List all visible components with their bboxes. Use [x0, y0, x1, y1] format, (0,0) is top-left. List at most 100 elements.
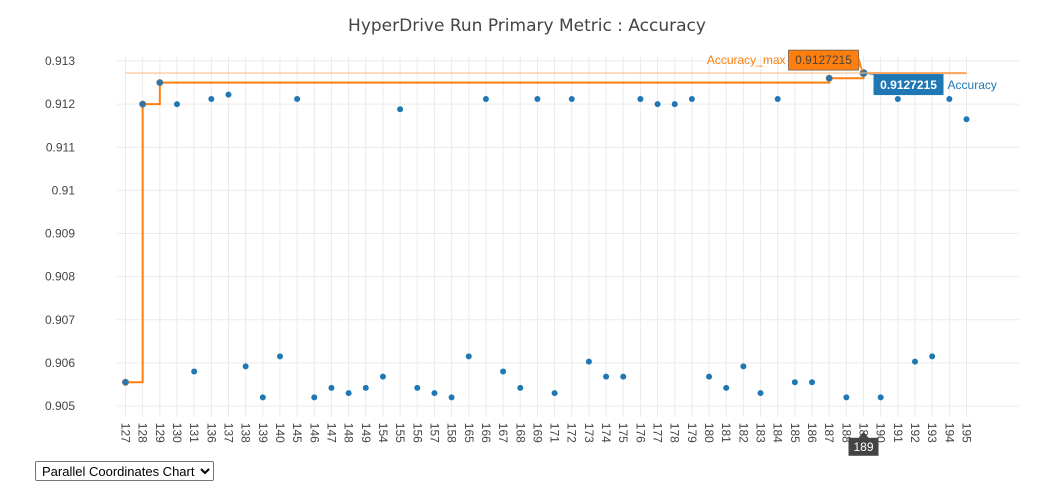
- x-tick-label: 179: [685, 423, 699, 443]
- accuracy-point[interactable]: [654, 101, 661, 108]
- y-tick-label: 0.913: [45, 54, 75, 68]
- accuracy-point[interactable]: [809, 379, 816, 386]
- accuracy-point[interactable]: [894, 95, 901, 102]
- x-tick-label: 165: [462, 423, 476, 443]
- chart-view-select[interactable]: Parallel Coordinates Chart: [35, 461, 214, 481]
- x-tick-label: 182: [736, 423, 750, 443]
- accuracy-max-line: [125, 72, 967, 384]
- accuracy-point[interactable]: [311, 394, 318, 401]
- accuracy-point[interactable]: [482, 95, 489, 102]
- accuracy-point[interactable]: [534, 95, 541, 102]
- x-tick-label: 154: [376, 423, 390, 443]
- hover-acc-name: Accuracy: [948, 78, 997, 92]
- y-tick-label: 0.911: [46, 140, 75, 154]
- accuracy-point[interactable]: [431, 390, 438, 397]
- accuracy-point[interactable]: [740, 363, 747, 370]
- accuracy-point[interactable]: [225, 91, 232, 98]
- accuracy-point[interactable]: [276, 353, 283, 360]
- accuracy-point[interactable]: [328, 384, 335, 391]
- accuracy-point[interactable]: [362, 384, 369, 391]
- x-tick-label: 180: [702, 423, 716, 443]
- x-tick-label: 139: [256, 423, 270, 443]
- accuracy-point[interactable]: [173, 101, 180, 108]
- x-tick-label: 171: [548, 423, 562, 443]
- x-tick-label: 177: [651, 423, 665, 443]
- hover-max-name: Accuracy_max: [707, 53, 786, 67]
- x-tick-label: 158: [445, 423, 459, 443]
- x-tick-label: 129: [153, 423, 167, 443]
- hover-layer: 189 0.9127215 Accuracy_max 0.9127215 Accurac…: [125, 49, 997, 456]
- x-tick-label: 173: [582, 423, 596, 443]
- accuracy-point[interactable]: [156, 79, 164, 87]
- x-tick-label: 156: [410, 423, 424, 443]
- x-tick-label: 128: [136, 423, 150, 443]
- accuracy-point[interactable]: [208, 95, 215, 102]
- hover-x-label-pointer: [858, 431, 869, 438]
- x-tick-label: 172: [565, 423, 579, 443]
- accuracy-point[interactable]: [585, 358, 592, 365]
- x-tick-label: 176: [633, 423, 647, 443]
- accuracy-point[interactable]: [465, 353, 472, 360]
- accuracy-point[interactable]: [551, 390, 558, 397]
- x-tick-label: 155: [393, 423, 407, 443]
- accuracy-point[interactable]: [568, 95, 575, 102]
- accuracy-point[interactable]: [723, 384, 730, 391]
- accuracy-point[interactable]: [637, 95, 644, 102]
- accuracy-point[interactable]: [929, 353, 936, 360]
- accuracy-point[interactable]: [448, 394, 455, 401]
- accuracy-point[interactable]: [877, 394, 884, 401]
- accuracy-point[interactable]: [379, 373, 386, 380]
- accuracy-max-series: [125, 72, 967, 384]
- x-tick-label: 168: [513, 423, 527, 443]
- x-tick-label: 166: [479, 423, 493, 443]
- y-tick-label: 0.91: [52, 183, 76, 197]
- x-tick-label: 137: [221, 423, 235, 443]
- accuracy-series[interactable]: [122, 69, 970, 401]
- x-tick-label: 174: [599, 423, 613, 443]
- x-tick-label: 127: [119, 423, 133, 443]
- accuracy-point[interactable]: [294, 95, 301, 102]
- accuracy-point[interactable]: [963, 116, 970, 123]
- x-tick-label: 193: [925, 423, 939, 443]
- accuracy-point[interactable]: [139, 100, 147, 108]
- accuracy-point[interactable]: [791, 379, 798, 386]
- accuracy-point[interactable]: [825, 74, 833, 82]
- x-tick-label: 138: [239, 423, 253, 443]
- hover-acc-pointer: [863, 73, 880, 76]
- x-tick-label: 140: [273, 423, 287, 443]
- x-tick-label: 186: [805, 423, 819, 443]
- accuracy-point[interactable]: [191, 368, 198, 375]
- accuracy-point[interactable]: [397, 106, 404, 113]
- y-tick-label: 0.908: [45, 270, 75, 284]
- accuracy-point[interactable]: [774, 95, 781, 102]
- hover-x-label-text: 189: [854, 440, 874, 454]
- accuracy-point[interactable]: [843, 394, 850, 401]
- x-tick-label: 145: [290, 423, 304, 443]
- x-tick-label: 157: [427, 423, 441, 443]
- accuracy-point[interactable]: [946, 95, 953, 102]
- chart-title: HyperDrive Run Primary Metric : Accuracy: [348, 16, 706, 36]
- hover-max-value: 0.9127215: [795, 53, 852, 67]
- accuracy-point[interactable]: [620, 373, 627, 380]
- accuracy-point[interactable]: [912, 358, 919, 365]
- accuracy-point[interactable]: [242, 363, 249, 370]
- y-tick-label: 0.906: [45, 356, 75, 370]
- accuracy-point[interactable]: [122, 378, 129, 386]
- accuracy-point[interactable]: [259, 394, 266, 401]
- accuracy-point[interactable]: [688, 95, 695, 102]
- y-axis-ticks: 0.913 0.912 0.911 0.91 0.909 0.908 0.907 0.906 0…: [45, 54, 75, 413]
- accuracy-point[interactable]: [671, 101, 678, 108]
- x-tick-label: 131: [187, 423, 201, 443]
- accuracy-point[interactable]: [603, 373, 610, 380]
- x-tick-label: 181: [719, 423, 733, 443]
- accuracy-point[interactable]: [517, 384, 524, 391]
- x-tick-label: 175: [616, 423, 630, 443]
- x-tick-label: 183: [754, 423, 768, 443]
- hover-max-label: 0.9127215 Accuracy_max: [707, 49, 864, 74]
- accuracy-point[interactable]: [345, 390, 352, 397]
- accuracy-point[interactable]: [757, 390, 764, 397]
- accuracy-point[interactable]: [414, 384, 421, 391]
- accuracy-point[interactable]: [706, 373, 713, 380]
- accuracy-point[interactable]: [500, 368, 507, 375]
